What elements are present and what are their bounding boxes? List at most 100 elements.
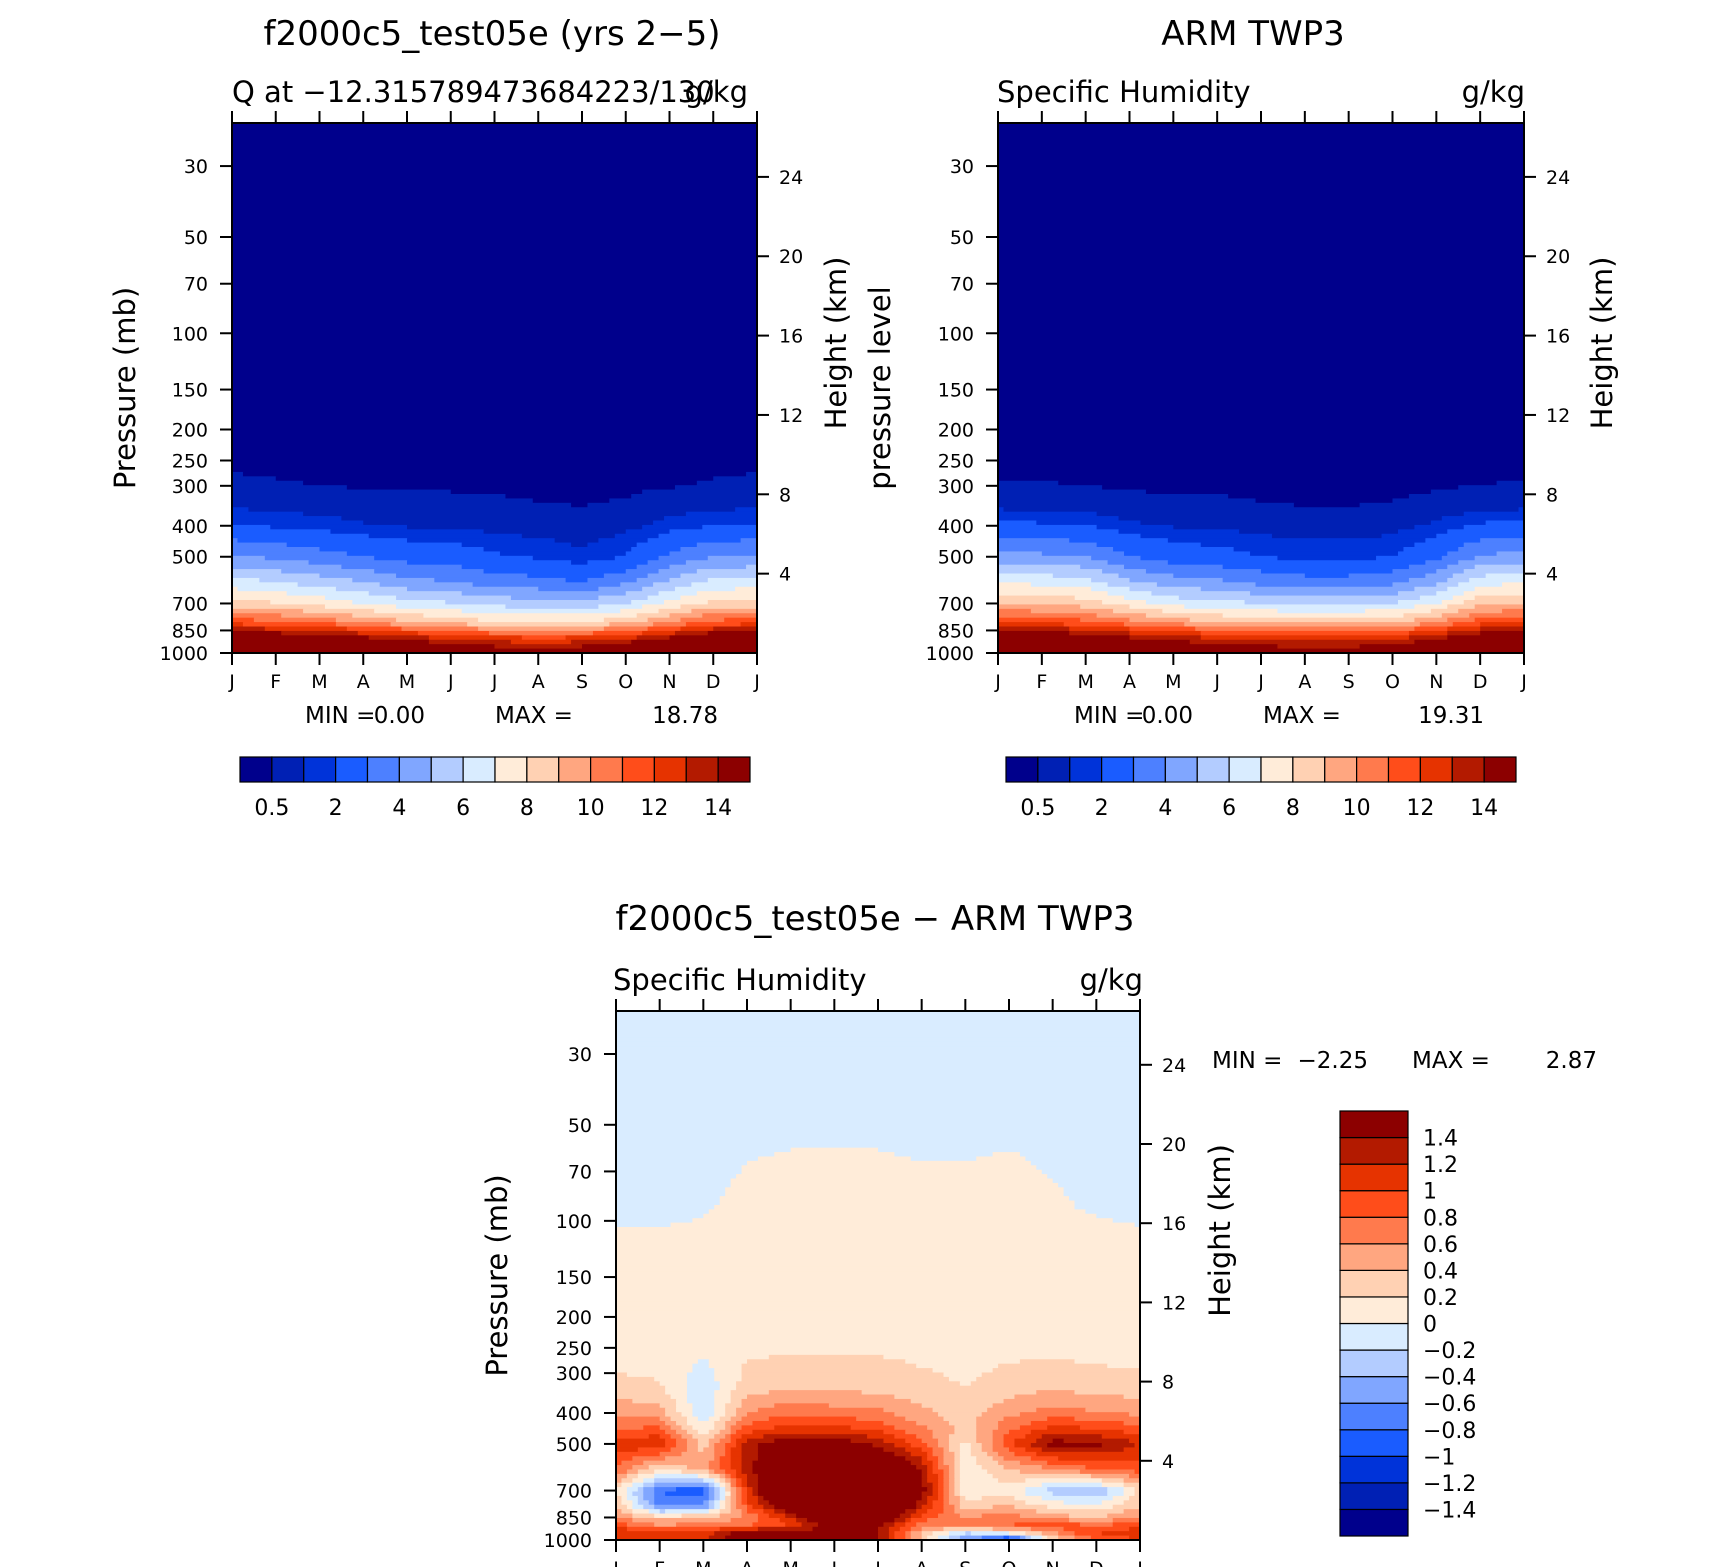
x-tick-label: A	[1123, 671, 1136, 693]
colorbar-box	[462, 756, 496, 783]
contour-cell	[998, 410, 1525, 416]
contour-cell	[1277, 644, 1361, 650]
colorbar-box	[1324, 756, 1358, 783]
contour-cell	[998, 564, 1081, 570]
x-tick-label: D	[1089, 1558, 1104, 1567]
contour-cell	[916, 1420, 950, 1426]
contour-cell	[998, 304, 1525, 310]
contour-cell	[1019, 1359, 1076, 1365]
contour-cell	[894, 1517, 906, 1523]
colorbar-box	[526, 756, 560, 783]
y-tick-label: 50	[568, 1115, 592, 1137]
contour-cell	[319, 573, 397, 579]
contour-cell	[998, 308, 1525, 314]
contour-cell	[461, 591, 627, 597]
contour-cell	[998, 383, 1525, 389]
contour-cell	[643, 1495, 655, 1501]
colorbar: −1.4−1.2−1−0.8−0.6−0.4−0.200.20.40.60.81…	[1339, 1110, 1476, 1537]
contour-cell	[998, 379, 1525, 385]
colorbar-label: 14	[704, 796, 732, 821]
y-tick-label: 400	[556, 1403, 592, 1425]
max-value: 18.78	[652, 703, 718, 729]
x-tick-label: O	[1385, 671, 1400, 693]
contour-cell	[232, 586, 239, 592]
contour-cell	[725, 1443, 737, 1449]
colorbar-box	[1196, 756, 1230, 783]
contour-cell	[1228, 494, 1410, 500]
contour-cell	[616, 1112, 1141, 1118]
contour-cell	[828, 1403, 923, 1409]
contour-cell	[774, 1504, 917, 1510]
contour-cell	[905, 1447, 923, 1453]
contour-cell	[1063, 1191, 1141, 1197]
contour-cell	[232, 224, 758, 230]
contour-cell	[921, 1482, 934, 1488]
contour-cell	[1102, 485, 1459, 491]
colorbar-box	[1132, 756, 1166, 783]
contour-cell	[658, 608, 692, 614]
contour-cell	[1063, 1500, 1103, 1506]
contour-cell	[932, 1434, 950, 1440]
contour-cell	[998, 127, 1525, 133]
contour-cell	[676, 1403, 694, 1409]
contour-cell	[916, 1509, 928, 1515]
contour-cell	[692, 1368, 715, 1374]
contour-cell	[763, 1509, 775, 1515]
contour-cell	[232, 153, 758, 159]
contour-cell	[554, 538, 600, 544]
contour-cell	[445, 600, 632, 606]
contour-cell	[1414, 604, 1448, 610]
contour-cell	[943, 1456, 956, 1462]
contour-cell	[407, 538, 556, 544]
contour-cell	[538, 586, 600, 592]
contour-cell	[631, 639, 758, 645]
contour-cell	[232, 123, 758, 129]
contour-cell	[747, 1473, 759, 1479]
contour-cell	[616, 1301, 1141, 1307]
contour-cell	[927, 1456, 939, 1462]
bottom-title: f2000c5_test05e − ARM TWP3	[616, 899, 1135, 939]
contour-cell	[921, 1478, 928, 1484]
contour-cell	[998, 436, 1525, 442]
contour-cell	[932, 1500, 945, 1506]
contour-cell	[998, 423, 1525, 429]
contour-cell	[730, 1531, 879, 1537]
contour-cell	[352, 600, 446, 606]
contour-cell	[1255, 498, 1394, 504]
contour-cell	[1447, 586, 1476, 592]
contour-cell	[527, 573, 605, 579]
contour-cell	[752, 1487, 759, 1493]
contour-cell	[621, 1509, 633, 1515]
contour-cell	[1140, 520, 1432, 526]
contour-cell	[1091, 586, 1131, 592]
contour-cell	[616, 1231, 1141, 1237]
contour-cell	[1030, 1535, 1043, 1541]
contour-cell	[921, 1491, 934, 1497]
contour-cell	[921, 1473, 928, 1479]
contour-cell	[616, 1090, 1141, 1096]
contour-cell	[741, 1509, 748, 1515]
contour-cell	[1129, 1438, 1141, 1444]
contour-cell	[616, 1500, 623, 1506]
colorbar-label: 4	[1158, 796, 1172, 821]
contour-cell	[616, 1134, 1141, 1140]
contour-cell	[774, 1509, 786, 1515]
contour-cell	[1123, 1491, 1136, 1497]
contour-cell	[396, 617, 479, 623]
contour-cell	[725, 1500, 732, 1506]
contour-cell	[616, 1306, 1141, 1312]
contour-cell	[616, 1174, 737, 1180]
contour-cell	[998, 520, 1037, 526]
contour-cell	[1129, 1526, 1141, 1532]
contour-cell	[670, 1394, 688, 1400]
contour-cell	[242, 471, 747, 477]
contour-cell	[616, 1447, 639, 1453]
contour-cell	[1430, 608, 1459, 614]
contour-cell	[959, 1381, 972, 1387]
contour-cell	[685, 622, 742, 628]
contour-cell	[467, 622, 610, 628]
contour-cell	[1003, 507, 1520, 513]
contour-cell	[616, 1323, 1141, 1329]
contour-cell	[998, 471, 1525, 477]
contour-cell	[616, 1346, 1141, 1352]
